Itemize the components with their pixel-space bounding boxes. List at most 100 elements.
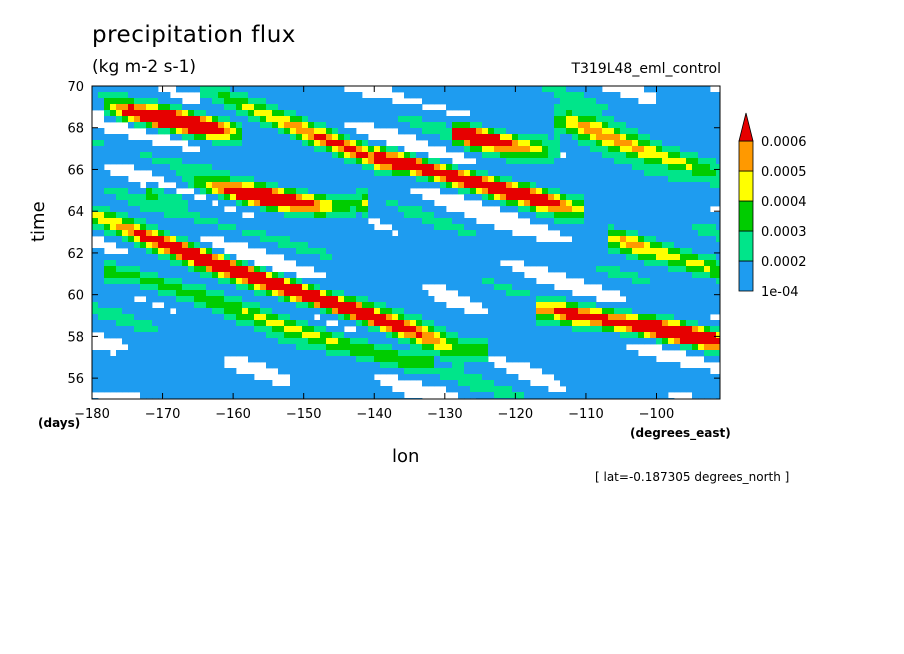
heatmap-cell: [200, 344, 207, 351]
heatmap-cell: [248, 242, 255, 249]
heatmap-cell: [158, 200, 165, 207]
heatmap-cell: [638, 110, 645, 117]
heatmap-cell: [326, 188, 333, 195]
heatmap-cell: [170, 224, 177, 231]
heatmap-cell: [542, 332, 549, 339]
heatmap-cell: [104, 320, 111, 327]
heatmap-cell: [584, 146, 591, 153]
heatmap-cell: [218, 182, 225, 189]
heatmap-cell: [350, 182, 357, 189]
heatmap-cell: [254, 140, 261, 147]
heatmap-cell: [374, 272, 381, 279]
heatmap-cell: [488, 326, 495, 333]
heatmap-cell: [434, 368, 441, 375]
heatmap-cell: [542, 308, 549, 315]
heatmap-cell: [524, 332, 531, 339]
heatmap-cell: [236, 386, 243, 393]
heatmap-cell: [200, 188, 207, 195]
heatmap-cell: [116, 326, 123, 333]
heatmap-cell: [476, 194, 483, 201]
heatmap-cell: [296, 248, 303, 255]
heatmap-cell: [164, 284, 171, 291]
heatmap-cell: [200, 284, 207, 291]
heatmap-cell: [152, 128, 159, 135]
heatmap-cell: [464, 164, 471, 171]
heatmap-cell: [524, 182, 531, 189]
heatmap-cell: [320, 242, 327, 249]
heatmap-cell: [560, 122, 567, 129]
heatmap-cell: [380, 230, 387, 237]
heatmap-cell: [98, 224, 105, 231]
heatmap-cell: [548, 242, 555, 249]
heatmap-cell: [188, 380, 195, 387]
heatmap-cell: [176, 116, 183, 123]
heatmap-cell: [716, 290, 720, 297]
heatmap-cell: [572, 266, 579, 273]
heatmap-cell: [146, 86, 153, 93]
heatmap-cell: [98, 194, 105, 201]
heatmap-cell: [152, 260, 159, 267]
heatmap-cell: [242, 146, 249, 153]
heatmap-cell: [386, 332, 393, 339]
heatmap-cell: [428, 182, 435, 189]
heatmap-cell: [104, 272, 111, 279]
heatmap-cell: [434, 254, 441, 261]
heatmap-cell: [404, 290, 411, 297]
heatmap-cell: [422, 320, 429, 327]
heatmap-cell: [422, 242, 429, 249]
heatmap-cell: [446, 176, 453, 183]
heatmap-cell: [374, 302, 381, 309]
heatmap-cell: [704, 254, 711, 261]
heatmap-cell: [524, 284, 531, 291]
heatmap-cell: [548, 338, 555, 345]
heatmap-cell: [128, 320, 135, 327]
heatmap-cell: [308, 380, 315, 387]
heatmap-cell: [206, 380, 213, 387]
heatmap-cell: [566, 344, 573, 351]
heatmap-cell: [578, 320, 585, 327]
heatmap-cell: [92, 272, 99, 279]
heatmap-cell: [596, 104, 603, 111]
heatmap-cell: [260, 134, 267, 141]
heatmap-cell: [182, 218, 189, 225]
heatmap-cell: [410, 278, 417, 285]
heatmap-cell: [176, 332, 183, 339]
heatmap-cell: [482, 122, 489, 129]
heatmap-cell: [674, 164, 681, 171]
heatmap-cell: [104, 140, 111, 147]
heatmap-cell: [224, 200, 231, 207]
heatmap-cell: [392, 266, 399, 273]
heatmap-cell: [404, 158, 411, 165]
heatmap-cell: [524, 350, 531, 357]
heatmap-cell: [602, 314, 609, 321]
heatmap-cell: [230, 338, 237, 345]
heatmap-cell: [596, 308, 603, 315]
heatmap-cell: [698, 122, 705, 129]
heatmap-cell: [308, 200, 315, 207]
heatmap-cell: [566, 302, 573, 309]
heatmap-cell: [596, 320, 603, 327]
heatmap-cell: [596, 242, 603, 249]
heatmap-cell: [254, 200, 261, 207]
heatmap-cell: [260, 164, 267, 171]
heatmap-cell: [584, 236, 591, 243]
heatmap-cell: [530, 110, 537, 117]
heatmap-cell: [350, 194, 357, 201]
heatmap-cell: [164, 128, 171, 135]
heatmap-cell: [242, 224, 249, 231]
heatmap-cell: [578, 392, 585, 399]
heatmap-cell: [92, 224, 99, 231]
heatmap-cell: [362, 362, 369, 369]
heatmap-cell: [716, 374, 720, 381]
heatmap-cell: [266, 392, 273, 399]
heatmap-cell: [548, 356, 555, 363]
heatmap-cell: [332, 350, 339, 357]
heatmap-cell: [554, 194, 561, 201]
heatmap-cell: [584, 260, 591, 267]
heatmap-cell: [704, 308, 711, 315]
heatmap-cell: [170, 128, 177, 135]
heatmap-cell: [152, 170, 159, 177]
heatmap-cell: [452, 320, 459, 327]
heatmap-cell: [662, 338, 669, 345]
heatmap-cell: [608, 194, 615, 201]
